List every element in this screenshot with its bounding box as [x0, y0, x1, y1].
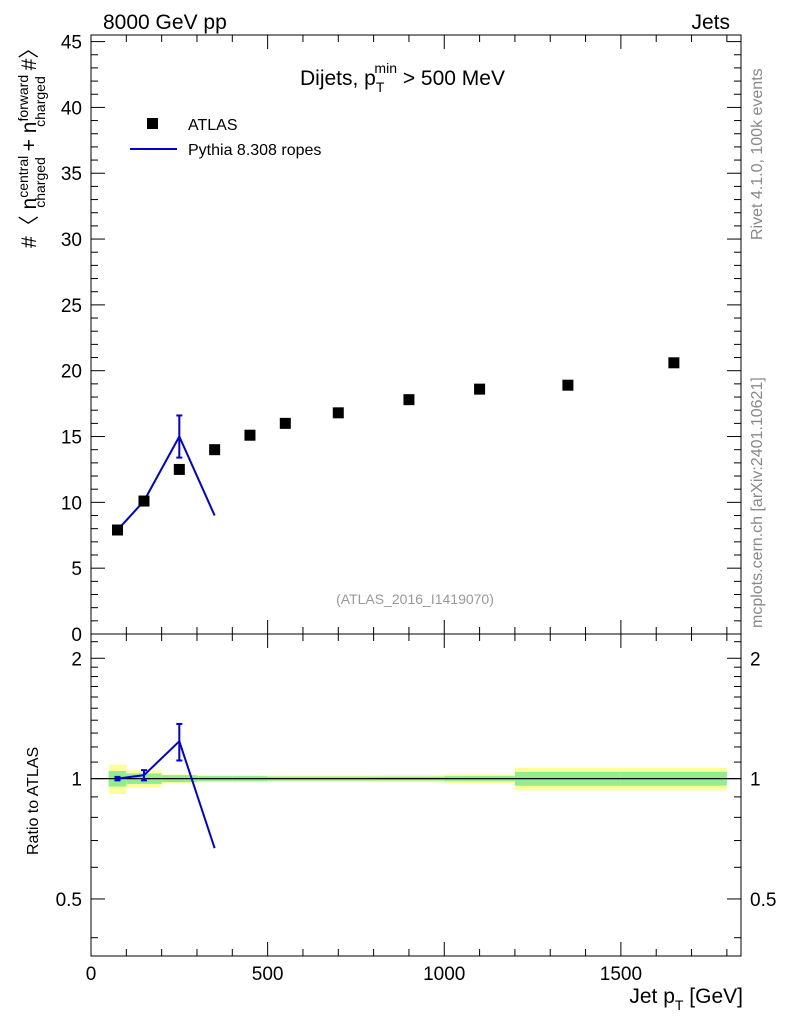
- axis-ticks: [90, 35, 741, 956]
- ylabel-end: #〉: [18, 38, 41, 77]
- header-jets: Jets: [691, 11, 730, 34]
- ratio-tick-label-right: 2: [750, 649, 761, 670]
- title-main: Dijets, p: [300, 67, 376, 90]
- atlas-data-point: [209, 444, 221, 456]
- title-tail: > 500 MeV: [397, 67, 505, 90]
- ratio-tick-label-left: 2: [71, 649, 82, 670]
- ylabel-sub2: charged: [32, 76, 48, 127]
- atlas-data-point: [668, 357, 680, 369]
- ratio-panel-frame: [90, 633, 742, 957]
- x-tick-label: 1500: [600, 964, 642, 985]
- atlas-data-point: [138, 495, 150, 507]
- y-tick-label: 0: [71, 625, 82, 646]
- x-tick-label: 0: [86, 964, 97, 985]
- atlas-data-point: [244, 429, 256, 441]
- title-sup: min: [374, 60, 397, 76]
- atlas-data-point: [111, 524, 123, 536]
- atlas-data-point: [332, 407, 344, 419]
- ratio-tick-label-left: 0.5: [56, 890, 82, 911]
- atlas-data-point: [474, 383, 486, 395]
- legend-data-label: ATLAS: [188, 117, 238, 134]
- y-tick-label: 10: [61, 493, 82, 514]
- mc-series-main: [114, 414, 216, 533]
- atlas-data-point: [279, 417, 291, 429]
- mc-series-ratio: [114, 722, 216, 849]
- y-tick-label: 20: [61, 362, 82, 383]
- x-tick-label: 500: [252, 964, 284, 985]
- y-tick-label: 40: [61, 98, 82, 119]
- x-tick-label: 1000: [423, 964, 465, 985]
- analysis-id: (ATLAS_2016_I1419070): [336, 591, 494, 607]
- y-tick-label: 30: [61, 230, 82, 251]
- y-tick-label: 15: [61, 428, 82, 449]
- ratio-tick-label-right: 0.5: [750, 890, 776, 911]
- ylabel-sub1: charged: [32, 157, 48, 208]
- y-tick-label: 45: [61, 33, 82, 54]
- ylabel-hash: #〈 n: [18, 198, 41, 248]
- ratio-tick-label-left: 1: [71, 770, 82, 791]
- ylabel-sup2: forward: [15, 75, 31, 122]
- xlabel-sub: T: [675, 997, 684, 1013]
- y-tick-label: 25: [61, 296, 82, 317]
- legend-mc-label: Pythia 8.308 ropes: [188, 142, 321, 159]
- mc-line: [116, 434, 216, 531]
- mc-ratio-line: [117, 739, 216, 849]
- atlas-data-point: [173, 463, 185, 475]
- ratio-tick-label-right: 1: [750, 770, 761, 791]
- title-sub: T: [376, 79, 385, 95]
- y-tick-label: 35: [61, 164, 82, 185]
- atlas-data-points: [111, 357, 680, 536]
- y-tick-label: 5: [71, 559, 82, 580]
- rivet-label: Rivet 4.1.0, 100k events: [749, 68, 766, 240]
- x-axis-label: Jet pT [GeV]: [629, 985, 743, 1013]
- mcplots-label: mcplots.cern.ch [arXiv:2401.10621]: [749, 377, 766, 628]
- xlabel-main: Jet p: [629, 985, 675, 1008]
- plot-title: Dijets, pTmin > 500 MeV: [300, 60, 505, 95]
- ylabel-mid: + n: [18, 122, 41, 158]
- axis-tick-labels: 0 500 1000 1500 0 5 10 15 20 25 30 35 40 45 0.5 0.5 1 1 2 2: [56, 33, 777, 985]
- legend-data-marker: [147, 118, 158, 129]
- header-energy: 8000 GeV pp: [103, 11, 227, 34]
- y-axis-label: #〈 ncentralcharged + nforwardcharged #〉: [15, 38, 48, 248]
- ylabel-sup1: central: [15, 156, 31, 198]
- atlas-data-point: [403, 394, 415, 406]
- xlabel-unit: [GeV]: [683, 985, 743, 1008]
- atlas-data-point: [562, 379, 574, 391]
- ratio-y-axis-label: Ratio to ATLAS: [25, 747, 42, 855]
